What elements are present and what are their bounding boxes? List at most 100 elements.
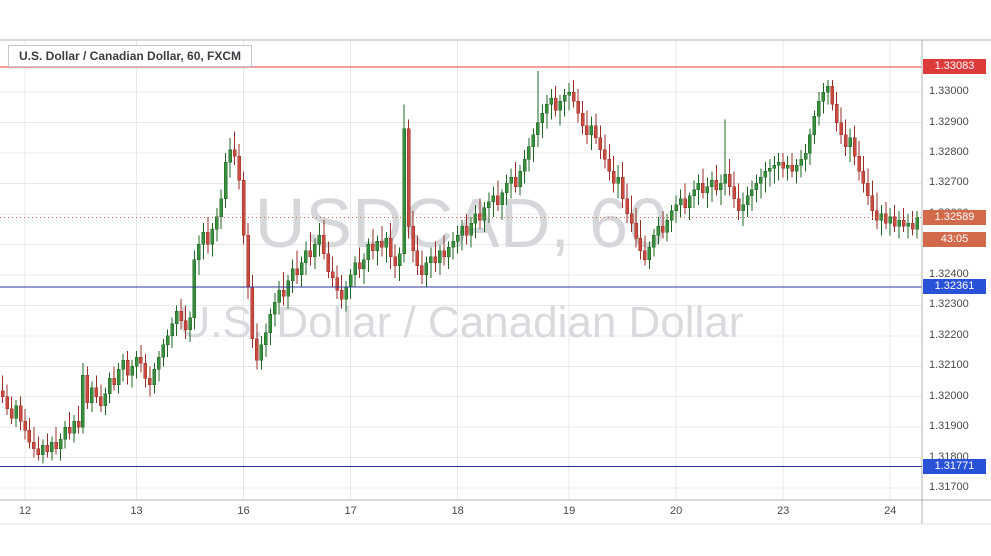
candle-body xyxy=(36,448,41,455)
candle-body xyxy=(491,195,496,203)
price-tick-label: 1.32900 xyxy=(929,115,969,128)
candle-body xyxy=(843,134,848,148)
candle-body xyxy=(522,158,527,172)
symbol-legend[interactable]: U.S. Dollar / Canadian Dollar, 60, FXCM xyxy=(8,45,253,67)
candle-body xyxy=(625,198,629,215)
candle-body xyxy=(669,210,674,221)
candle-body xyxy=(861,171,866,184)
candle-body xyxy=(161,344,166,358)
candle-body xyxy=(727,174,732,187)
candle-body xyxy=(402,128,406,254)
candle-body xyxy=(710,180,714,187)
candle-body xyxy=(45,445,50,452)
candle-body xyxy=(665,219,669,233)
candle-body xyxy=(527,146,531,160)
candle-body xyxy=(518,171,522,187)
candle-body xyxy=(545,104,549,114)
candle-body xyxy=(197,244,201,260)
candle-body xyxy=(531,134,536,148)
candle-body xyxy=(344,286,348,300)
candle-body xyxy=(139,356,143,364)
candle-body xyxy=(250,286,255,340)
time-tick-label: 17 xyxy=(344,505,357,517)
candle-body xyxy=(794,164,799,172)
candle-body xyxy=(63,426,67,440)
candle-body xyxy=(223,161,228,199)
candle-body xyxy=(286,280,290,297)
price-tick-label: 1.32300 xyxy=(929,298,969,311)
candle-body xyxy=(415,250,420,266)
candle-body xyxy=(910,222,915,230)
candle-body xyxy=(719,183,723,190)
candle-body xyxy=(174,311,179,324)
candle-body xyxy=(371,244,375,251)
time-tick-label: 24 xyxy=(884,505,897,517)
candle-body xyxy=(90,387,94,404)
candle-body xyxy=(549,97,554,105)
grid xyxy=(0,40,922,500)
candle-body xyxy=(754,183,759,190)
candle-body xyxy=(687,195,692,209)
candle-body xyxy=(130,366,134,376)
time-tick-label: 19 xyxy=(562,505,576,517)
candle-body xyxy=(107,378,112,394)
watermark-name: U.S. Dollar / Canadian Dollar xyxy=(179,298,744,347)
candle-body xyxy=(188,317,192,330)
candle-body xyxy=(487,201,491,209)
candle-body xyxy=(732,186,736,199)
candle-body xyxy=(295,268,299,276)
candle-body xyxy=(812,116,817,135)
candle-body xyxy=(870,195,875,212)
candle-body xyxy=(330,271,335,279)
candle-body xyxy=(741,204,745,212)
candle-body xyxy=(322,235,326,254)
price-tick-label: 1.32200 xyxy=(929,328,969,341)
candle-body xyxy=(388,238,393,257)
time-axis[interactable]: 12 13 16 17 18 19 20 23 24 xyxy=(0,501,922,524)
candle-body xyxy=(326,253,331,273)
price-tick-label: 1.32700 xyxy=(929,176,969,189)
price-tick-label: 1.33000 xyxy=(929,85,969,98)
candle-body xyxy=(397,253,402,266)
support-level-lower-badge: 1.31771 xyxy=(923,458,986,474)
candle-body xyxy=(817,100,821,117)
candle-body xyxy=(464,225,469,236)
candle-body xyxy=(678,198,683,206)
candle-body xyxy=(723,174,727,184)
candle-body xyxy=(496,195,500,206)
candle-body xyxy=(313,244,317,257)
candle-body xyxy=(585,125,589,135)
candle-body xyxy=(504,183,509,193)
candle-body xyxy=(228,149,232,163)
candle-body xyxy=(629,213,634,224)
candle-body xyxy=(897,219,901,227)
candle-body xyxy=(643,250,647,260)
candle-body xyxy=(500,192,504,206)
candle-body xyxy=(192,259,197,318)
candle-body xyxy=(143,362,148,379)
candle-body xyxy=(750,189,754,196)
watermark-symbol: USDCAD, 60 xyxy=(255,184,667,262)
candle-body xyxy=(567,91,571,96)
candle-body xyxy=(598,137,603,151)
time-tick-label: 18 xyxy=(451,505,464,517)
candle-body xyxy=(41,445,45,455)
candle-body xyxy=(879,213,884,221)
candle-body xyxy=(54,442,58,449)
support-level-upper-badge: 1.32361 xyxy=(923,279,986,295)
candle-body xyxy=(170,323,174,337)
candle-body xyxy=(736,198,741,212)
candle-body xyxy=(348,274,353,288)
candle-body xyxy=(469,222,473,236)
candle-body xyxy=(803,152,808,160)
price-axis[interactable]: 1.330001.329001.328001.327001.326001.325… xyxy=(922,0,991,556)
candle-body xyxy=(308,250,313,257)
candle-body xyxy=(246,235,250,288)
candle-body xyxy=(580,113,585,126)
candle-body xyxy=(611,171,616,184)
candle-body xyxy=(866,183,870,196)
candle-body xyxy=(357,262,362,270)
candle-body xyxy=(620,177,625,199)
candle-body xyxy=(768,168,772,172)
